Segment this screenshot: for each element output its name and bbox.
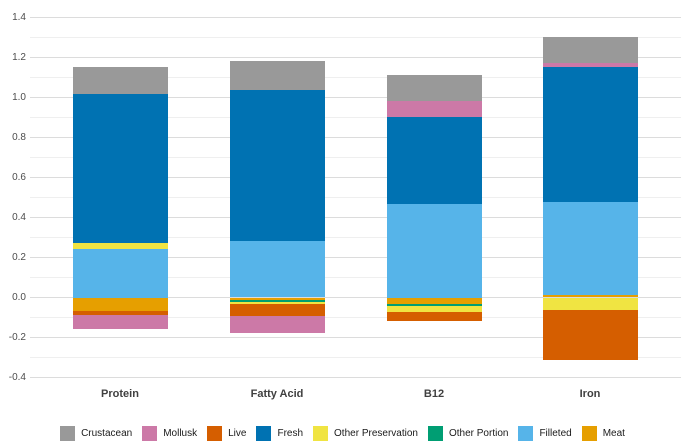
y-axis-tick-label: 1.0 [12, 91, 26, 103]
gridline [30, 197, 681, 198]
legend-label: Fresh [277, 428, 304, 439]
gridline [30, 117, 681, 118]
legend-swatch-filleted [518, 426, 534, 441]
bar-segment-iron-fresh [542, 66, 638, 202]
legend-swatch-mollusk [142, 426, 158, 441]
gridline [30, 157, 681, 158]
legend: Crustacean Mollusk Live Fresh Other Preserva… [0, 426, 685, 441]
category-label-fatty-acid: Fatty Acid [250, 388, 304, 400]
y-axis-tick-label: 0.0 [12, 291, 26, 303]
gridline [30, 317, 681, 318]
gridline [30, 37, 681, 38]
bar-segment-b12-mollusk [386, 100, 482, 117]
y-axis-tick-label: 1.4 [12, 11, 26, 23]
gridline [30, 77, 681, 78]
gridline [30, 337, 681, 338]
bar-segment-fatty-acid-filleted [229, 240, 325, 298]
gridline [30, 217, 681, 218]
bar-segment-protein-meat [72, 297, 168, 311]
bar-segment-b12-meat [386, 297, 482, 304]
legend-item-meat: Meat [581, 426, 625, 441]
bar-segment-fatty-acid-fresh [229, 89, 325, 241]
bar-segment-protein-fresh [72, 93, 168, 243]
legend-label: Meat [602, 428, 625, 439]
gridline [30, 257, 681, 258]
category-label-protein: Protein [101, 388, 139, 400]
y-axis-tick-label: 0.6 [12, 171, 26, 183]
gridline [30, 137, 681, 138]
legend-item-live: Live [207, 426, 246, 441]
gridline [30, 177, 681, 178]
bar-segment-fatty-acid-other-preservation [229, 301, 325, 304]
legend-swatch-crustacean [60, 426, 76, 441]
bar-segment-b12-filleted [386, 203, 482, 298]
y-axis-tick-label: -0.4 [8, 371, 26, 383]
legend-item-fresh: Fresh [256, 426, 303, 441]
y-axis-tick-label: 0.4 [12, 211, 26, 223]
legend-swatch-other-preservation [313, 426, 329, 441]
legend-label: Crustacean [81, 428, 133, 439]
legend-item-mollusk: Mollusk [142, 426, 197, 441]
gridline [30, 357, 681, 358]
bar-segment-protein-mollusk [72, 314, 168, 329]
bar-segment-fatty-acid-crustacean [229, 60, 325, 90]
bar-segment-fatty-acid-mollusk [229, 316, 325, 334]
legend-label: Filleted [539, 428, 572, 439]
y-axis-tick-label: 1.2 [12, 51, 26, 63]
legend-item-other-preservation: Other Preservation [313, 426, 418, 441]
legend-label: Live [228, 428, 247, 439]
bar-segment-iron-crustacean [542, 36, 638, 63]
bar-segment-protein-filleted [72, 248, 168, 298]
y-axis-tick-label: 0.8 [12, 131, 26, 143]
legend-item-other-portion: Other Portion [427, 426, 509, 441]
bar-segment-b12-fresh [386, 116, 482, 204]
category-label-b12: B12 [423, 388, 445, 400]
bar-segment-b12-other-preservation [386, 305, 482, 312]
bar-segment-fatty-acid-meat [229, 297, 325, 300]
bar-segment-b12-live [386, 311, 482, 321]
category-label-iron: Iron [579, 388, 601, 400]
gridline [30, 17, 681, 18]
bar-segment-fatty-acid-live [229, 303, 325, 317]
legend-swatch-live [207, 426, 223, 441]
y-axis-tick-label: -0.2 [8, 331, 26, 343]
bar-segment-iron-live [542, 310, 638, 361]
legend-label: Other Preservation [334, 428, 418, 439]
bar-segment-fatty-acid-other-portion [229, 299, 325, 302]
legend-label: Other Portion [448, 428, 509, 439]
legend-swatch-other-portion [427, 426, 443, 441]
legend-swatch-meat [581, 426, 597, 441]
legend-item-filleted: Filleted [518, 426, 572, 441]
bar-segment-iron-meat [542, 294, 638, 298]
bar-segment-protein-crustacean [72, 66, 168, 94]
bar-segment-protein-live [72, 310, 168, 315]
gridline [30, 377, 681, 378]
gridline [30, 277, 681, 278]
gridline [30, 97, 681, 98]
gridline [30, 237, 681, 238]
y-axis-tick-label: 0.2 [12, 251, 26, 263]
bar-segment-iron-mollusk [542, 62, 638, 67]
bar-segment-iron-other-preservation [542, 297, 638, 311]
legend-swatch-fresh [256, 426, 272, 441]
bar-segment-protein-other-preservation [72, 242, 168, 249]
bar-segment-iron-filleted [542, 201, 638, 295]
bar-segment-b12-crustacean [386, 74, 482, 101]
bar-segment-b12-other-portion [386, 303, 482, 306]
gridline [30, 57, 681, 58]
legend-label: Mollusk [163, 428, 198, 439]
gridline [30, 297, 681, 298]
legend-item-crustacean: Crustacean [60, 426, 132, 441]
